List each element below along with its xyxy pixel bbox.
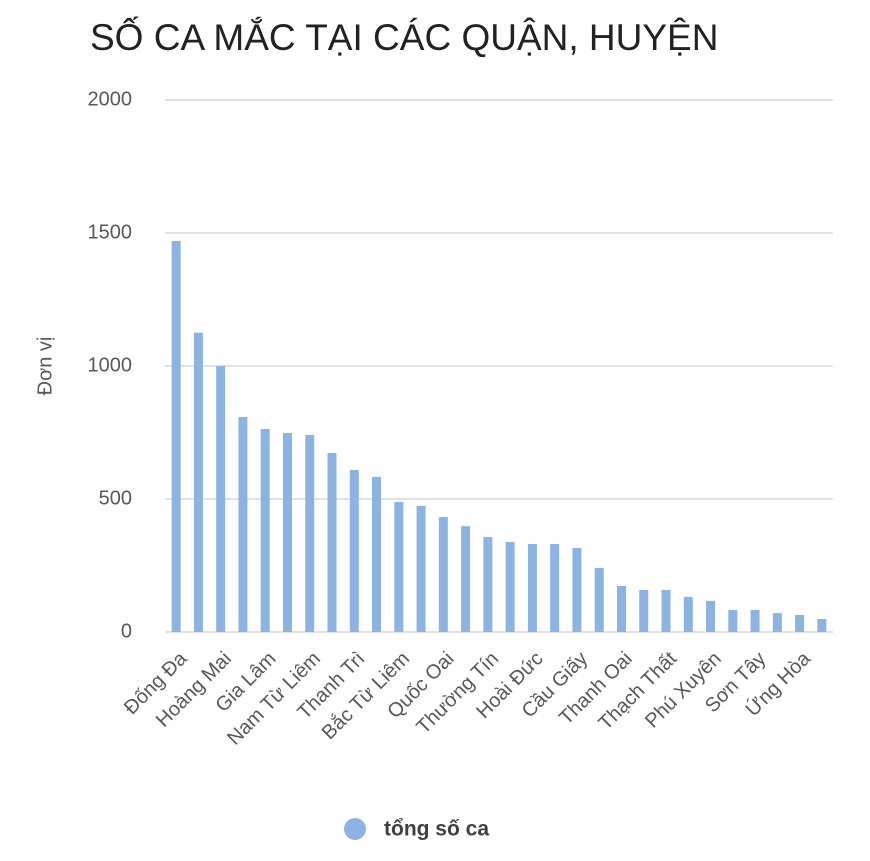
bar (193, 332, 203, 632)
bar (327, 452, 337, 632)
bar (171, 240, 181, 633)
y-axis-label: Đơn vị (34, 337, 56, 396)
legend-marker (344, 818, 366, 840)
bar (683, 596, 693, 632)
bar (550, 543, 560, 632)
bar (616, 585, 626, 632)
bar (706, 600, 716, 632)
bar (483, 537, 493, 632)
bar (728, 609, 738, 632)
y-tick-label: 1000 (88, 354, 133, 376)
bar (216, 366, 226, 632)
bar (772, 613, 782, 632)
bar (282, 433, 292, 632)
bar (416, 505, 426, 632)
bar (438, 517, 448, 632)
bar (661, 589, 671, 632)
bar (505, 542, 515, 632)
y-tick-label: 500 (99, 487, 132, 509)
bar (572, 547, 582, 632)
y-tick-label: 1500 (88, 221, 133, 243)
bar (527, 543, 537, 632)
bar (639, 589, 649, 632)
bar (394, 501, 404, 632)
y-tick-label: 0 (121, 620, 132, 642)
bar (750, 609, 760, 632)
chart-title: SỐ CA MẮC TẠI CÁC QUẬN, HUYỆN (90, 16, 718, 58)
bar (349, 470, 359, 632)
bar (461, 526, 471, 632)
bar (260, 429, 270, 632)
bar (795, 614, 805, 632)
legend-label: tổng số ca (384, 818, 489, 841)
bar (238, 417, 248, 632)
bar (372, 476, 382, 632)
y-tick-label: 2000 (88, 88, 133, 110)
bar (817, 618, 827, 632)
bar (305, 434, 315, 632)
bar (594, 567, 604, 632)
